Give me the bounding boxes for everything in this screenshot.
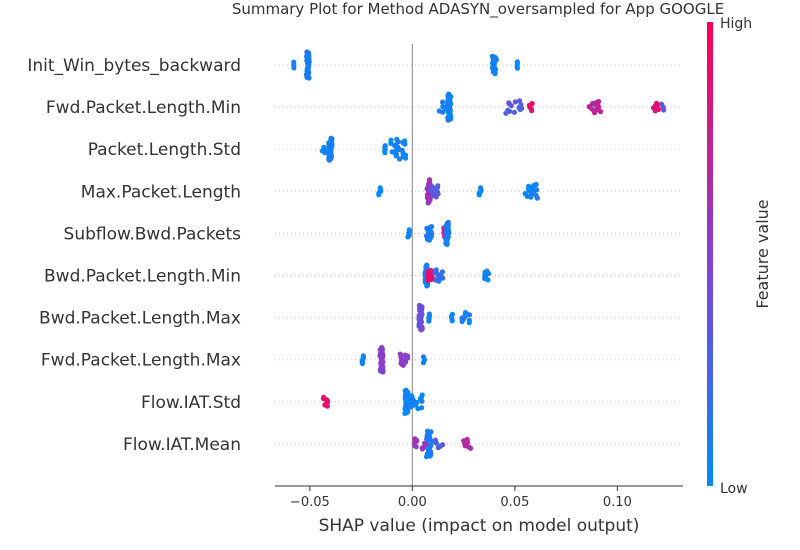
feature-label: Max.Packet.Length (81, 182, 241, 202)
shap-dot (418, 327, 424, 333)
x-tick-label: −0.05 (290, 495, 330, 510)
shap-dot (435, 445, 441, 451)
shap-dot (426, 318, 432, 324)
shap-dot (359, 360, 365, 367)
shap-dot (445, 117, 451, 123)
shap-dot (661, 107, 667, 113)
shap-dot (419, 398, 425, 404)
shap-dot (326, 143, 332, 149)
feature-label: Fwd.Packet.Length.Max (41, 351, 241, 371)
shap-dot (529, 108, 535, 114)
shap-dot (393, 153, 399, 159)
feature-gridlines (275, 64, 683, 445)
shap-dot (376, 192, 382, 198)
shap-dot (322, 150, 328, 156)
shap-dot (291, 65, 297, 71)
shap-dot (439, 269, 445, 275)
shap-dot (402, 141, 408, 147)
shap-dot (420, 360, 426, 366)
shap-dot (528, 194, 534, 200)
shap-dot (459, 318, 465, 325)
shap-dot (436, 278, 442, 284)
feature-label: Flow.IAT.Std (141, 393, 241, 413)
shap-dot (326, 157, 332, 163)
shap-dot (426, 237, 432, 243)
shap-dot (476, 192, 482, 198)
shap-dot (380, 369, 386, 375)
shap-dot (425, 277, 431, 284)
feature-label: Flow.IAT.Mean (123, 435, 241, 455)
shap-dot (598, 109, 604, 115)
shap-dot (492, 71, 498, 77)
shap-dot (485, 277, 491, 283)
shap-dot (397, 156, 403, 162)
x-axis-label: SHAP value (impact on model output) (319, 516, 640, 536)
feature-labels: Init_Win_bytes_backward Fwd.Packet.Length… (27, 56, 241, 455)
shap-dot (425, 200, 431, 206)
shap-dots (291, 49, 667, 460)
feature-label: Packet.Length.Std (88, 140, 241, 160)
feature-label: Subflow.Bwd.Packets (64, 224, 242, 244)
colorbar-gradient (707, 22, 713, 486)
shap-dot (447, 107, 453, 113)
chart-title: Summary Plot for Method ADASYN_oversampl… (232, 0, 724, 19)
shap-dot (422, 441, 428, 448)
colorbar-low-label: Low (720, 481, 748, 497)
shap-dot (592, 110, 598, 116)
shap-dot (468, 445, 474, 451)
x-tick-label: 0.10 (603, 495, 632, 510)
shap-dot (449, 318, 455, 324)
colorbar-title: Feature value (753, 199, 772, 308)
shap-dot (517, 106, 523, 113)
shap-dot (652, 108, 658, 114)
shap-dot (402, 410, 408, 416)
feature-label: Init_Win_bytes_backward (27, 56, 241, 76)
x-tick-label: 0.05 (500, 495, 529, 510)
shap-dot (382, 150, 388, 156)
x-tick-label: 0.00 (398, 495, 427, 510)
shap-dot (443, 106, 449, 112)
x-axis-ticks: −0.05 0.00 0.05 0.10 (290, 486, 632, 510)
shap-dot (433, 194, 439, 200)
shap-dot (403, 155, 409, 161)
shap-dot (466, 312, 473, 318)
shap-dot (415, 406, 421, 412)
colorbar-high-label: High (720, 16, 752, 32)
shap-dot (405, 234, 411, 240)
shap-dot (444, 241, 450, 247)
shap-dot (440, 99, 446, 105)
shap-dot (423, 454, 430, 460)
feature-label: Bwd.Packet.Length.Max (39, 309, 241, 329)
shap-dot (324, 403, 330, 409)
shap-dot (534, 195, 540, 201)
shap-dot (424, 283, 430, 289)
shap-dot (512, 99, 519, 105)
shap-dot (388, 140, 394, 146)
shap-dot (408, 404, 414, 410)
feature-label: Fwd.Packet.Length.Min (46, 98, 241, 118)
colorbar: High Low Feature value (707, 16, 772, 497)
shap-dot (511, 109, 517, 115)
shap-dot (306, 75, 312, 81)
shap-dot (466, 320, 472, 326)
shap-dot (503, 110, 509, 116)
shap-dot (433, 440, 439, 446)
feature-label: Bwd.Packet.Length.Min (44, 267, 241, 287)
shap-dot (413, 444, 419, 450)
shap-dot (440, 109, 446, 115)
shap-dot (400, 362, 406, 368)
shap-dot (508, 103, 514, 109)
shap-dot (514, 65, 521, 71)
shap-dot (419, 446, 425, 452)
